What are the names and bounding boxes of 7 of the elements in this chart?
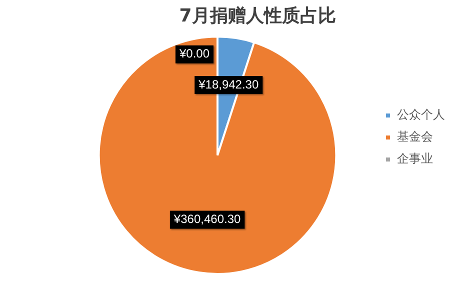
legend-label: 公众个人 [397,108,445,122]
text: ¥0.00 [179,46,210,61]
legend-label: 企事业 [397,152,433,166]
chart-title: 7月捐赠人性质占比 [179,5,336,26]
data-label: ¥360,460.30 [172,212,241,226]
data-label: ¥18,942.30 [198,77,259,92]
legend-label: 基金会 [397,130,433,144]
